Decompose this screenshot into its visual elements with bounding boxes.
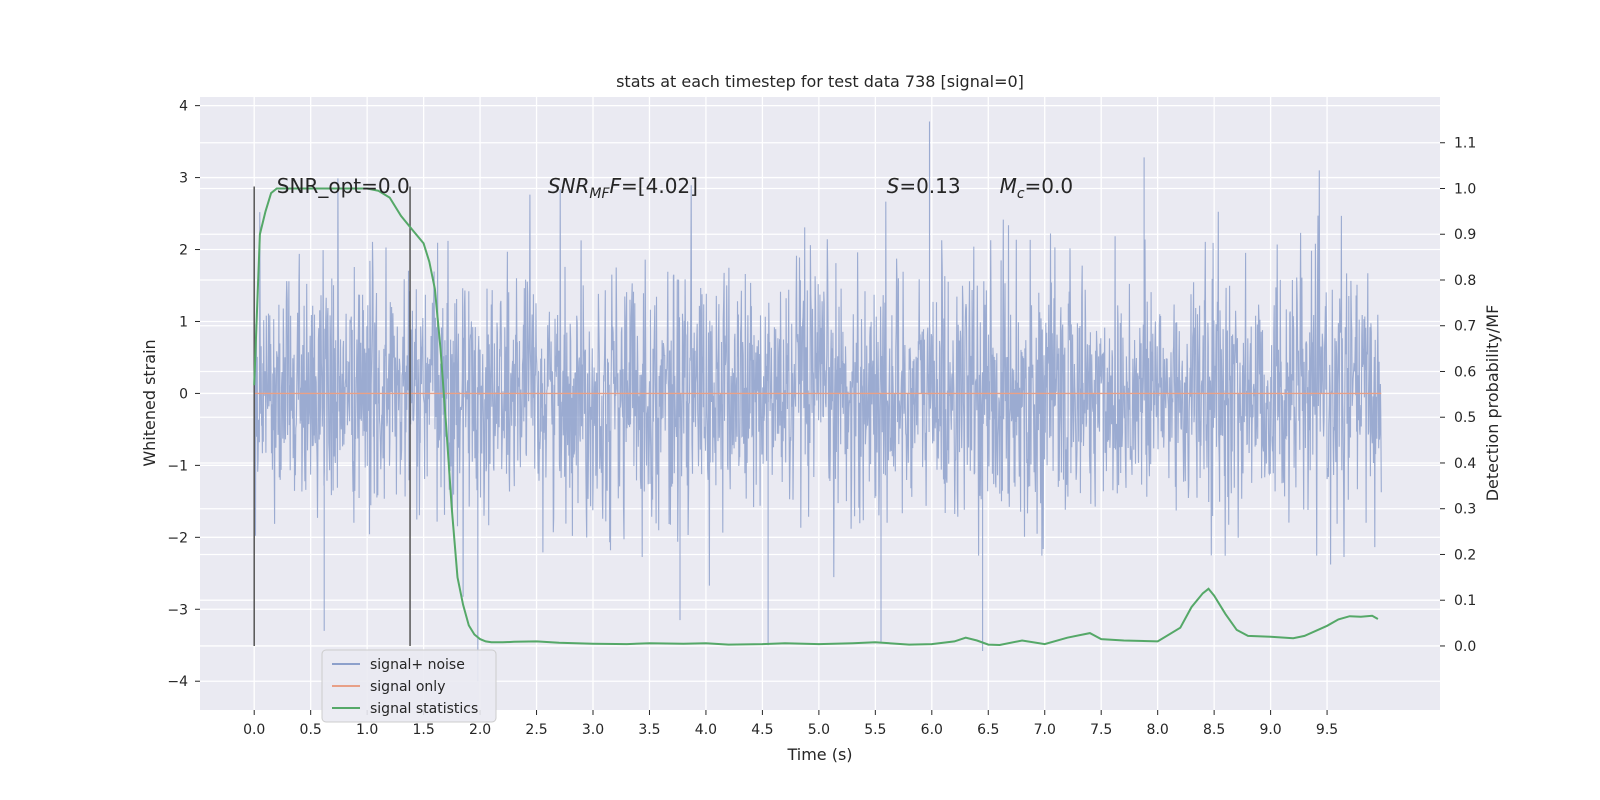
x-tick-label: 6.5 <box>977 722 999 738</box>
annotation-1: SNR_opt=0.0 <box>277 174 410 198</box>
x-tick-label: 3.0 <box>582 722 604 738</box>
x-tick-label: 1.0 <box>356 722 378 738</box>
y2-axis-label: Detection probability/MF <box>1483 305 1502 502</box>
y2-tick-label: 0.7 <box>1454 319 1476 335</box>
y-tick-label: 3 <box>179 171 188 187</box>
x-tick-label: 2.5 <box>525 722 547 738</box>
annotation-3: S=0.13 <box>887 174 961 198</box>
x-tick-label: 4.0 <box>695 722 717 738</box>
x-tick-label: 8.0 <box>1147 722 1169 738</box>
y-axis-label: Whitened strain <box>140 339 159 466</box>
x-axis-label: Time (s) <box>786 745 852 764</box>
legend-label: signal statistics <box>370 701 478 717</box>
chart-title: stats at each timestep for test data 738… <box>616 72 1024 91</box>
y2-tick-label: 0.2 <box>1454 547 1476 563</box>
annotation-2: SNRMFF=[4.02] <box>548 174 698 202</box>
x-tick-label: 0.5 <box>300 722 322 738</box>
annotations: SNR_opt=0.0 SNRMFF=[4.02] S=0.13 Mc=0.0 <box>277 174 1073 202</box>
vertical-markers <box>253 186 411 646</box>
y-tick-label: 4 <box>179 99 188 115</box>
x-tick-label: 7.0 <box>1034 722 1056 738</box>
x-tick-label: 1.5 <box>412 722 434 738</box>
y2-tick-label: 1.1 <box>1454 136 1476 152</box>
series-signal-statistics <box>253 187 1379 647</box>
x-tick-label: 2.0 <box>469 722 491 738</box>
y2-tick-label: 0.4 <box>1454 456 1476 472</box>
x-tick-label: 7.5 <box>1090 722 1112 738</box>
x-tick-label: 4.5 <box>751 722 773 738</box>
x-tick-label: 5.0 <box>808 722 830 738</box>
y-tick-label: −2 <box>167 530 188 546</box>
y-tick-label: 2 <box>179 243 188 259</box>
x-tick-label: 9.5 <box>1316 722 1338 738</box>
x-tick-label: 3.5 <box>638 722 660 738</box>
x-tick-label: 6.0 <box>921 722 943 738</box>
x-tick-label: 5.5 <box>864 722 886 738</box>
legend-box <box>321 649 497 723</box>
x-tick-label: 9.0 <box>1259 722 1281 738</box>
y2-tick-label: 0.3 <box>1454 502 1476 518</box>
annotation-4: Mc=0.0 <box>1000 174 1074 202</box>
legend-label: signal only <box>370 679 445 695</box>
y-tick-label: −1 <box>167 458 188 474</box>
tick-labels: 0.0 0.5 1.0 1.5 2.0 2.5 3.0 3.5 4.0 4.5 5.0 5.5 6.0 6… <box>167 99 1476 738</box>
y2-tick-label: 0.5 <box>1454 410 1476 426</box>
y-tick-label: −4 <box>167 674 188 690</box>
legend-label: signal+ noise <box>370 657 465 673</box>
y2-tick-label: 0.6 <box>1454 364 1476 380</box>
y2-tick-label: 0.0 <box>1454 639 1476 655</box>
legend: signal+ noise signal only signal statistic… <box>321 649 497 723</box>
x-tick-label: 0.0 <box>243 722 265 738</box>
x-tick-label: 8.5 <box>1203 722 1225 738</box>
y-tick-label: −3 <box>167 602 188 618</box>
y2-tick-label: 0.9 <box>1454 227 1476 243</box>
y2-tick-label: 1.0 <box>1454 181 1476 197</box>
statistics-line <box>253 187 1379 647</box>
y2-tick-label: 0.1 <box>1454 593 1476 609</box>
y-tick-label: 1 <box>179 314 188 330</box>
y2-tick-label: 0.8 <box>1454 273 1476 289</box>
y-tick-label: 0 <box>179 386 188 402</box>
